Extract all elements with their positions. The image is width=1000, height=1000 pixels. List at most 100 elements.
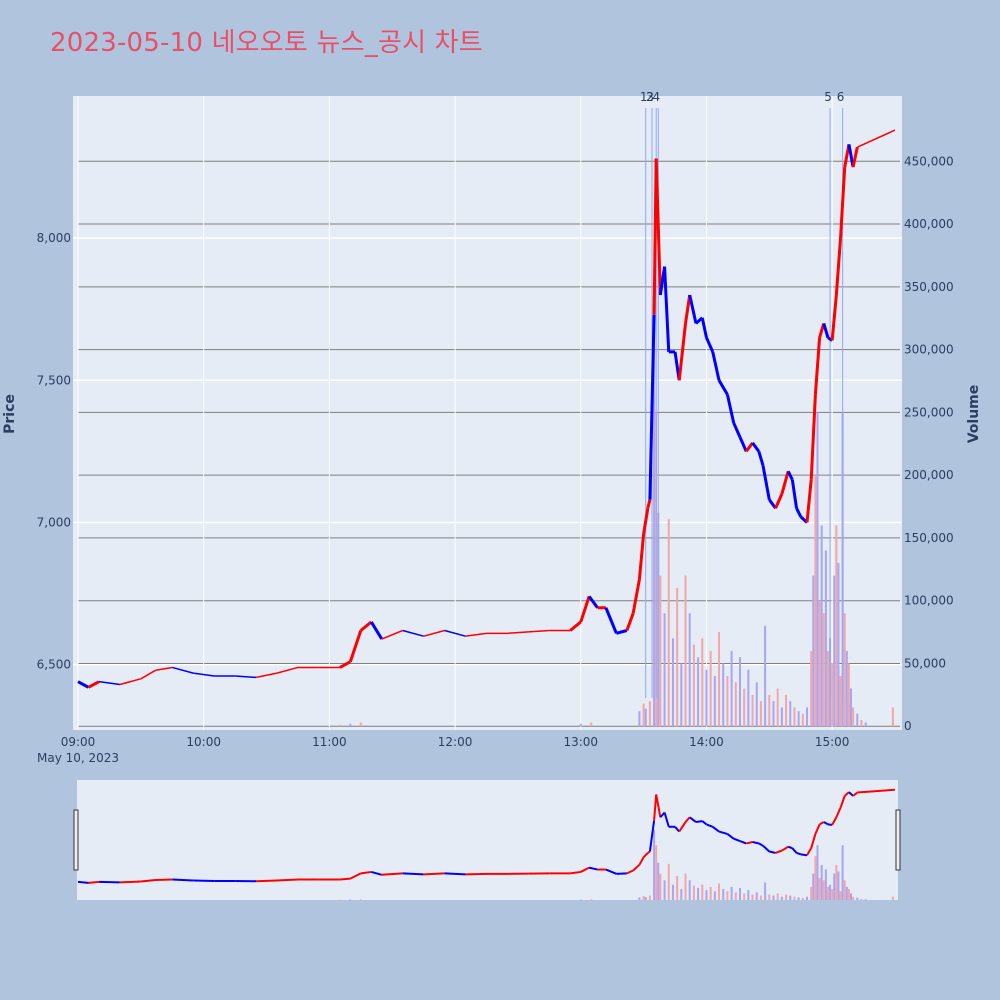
volume-bar [676,588,679,727]
range-slider-right-handle[interactable] [895,809,901,871]
slider-volume-bar [709,886,712,900]
slider-price-segment [769,850,776,854]
range-slider-left-handle[interactable] [73,809,79,871]
range-slider-preview [77,788,896,901]
price-candle-segment [839,166,847,239]
slider-price-segment [642,852,649,858]
slider-volume-bar [701,884,704,900]
volume-tick-label: 50,000 [904,656,946,670]
volume-bar [642,703,645,727]
price-candle-segment [768,498,777,510]
slider-volume-bar [856,897,859,900]
price-candle-segment [646,499,652,509]
volume-bar [797,711,800,727]
slider-price-segment [823,821,829,826]
main-plot-background [73,96,902,730]
slider-volume-bar [837,871,840,900]
slider-price-segment [444,872,466,876]
slider-price-segment [140,879,156,883]
slider-price-segment [739,840,747,845]
price-candle-segment [587,595,599,609]
slider-price-segment [701,820,708,826]
volume-tick-label: 150,000 [904,531,954,545]
time-tick-label: 14:00 [689,735,724,749]
slider-price-segment [638,856,645,866]
slider-volume-bar [705,890,708,900]
volume-tick-label: 350,000 [904,280,954,294]
slider-volume-bar [759,895,762,900]
slider-price-segment [706,823,714,828]
price-candle-segment [98,680,120,686]
slider-price-segment [852,791,858,797]
price-candle-segment [654,158,662,296]
slider-volume-bar [814,856,817,900]
volume-bar [801,713,804,727]
volume-bar [812,575,815,727]
date-label: May 10, 2023 [37,751,119,765]
slider-price-segment [800,853,808,857]
slider-price-segment [787,845,793,850]
price-candle-segment [235,675,257,679]
slider-volume-bar [824,869,827,900]
volume-bar [833,575,836,727]
main-grid [73,96,902,730]
slider-volume-bar [718,883,721,900]
slider-price-segment [684,816,691,823]
slider-price-segment [806,847,813,856]
price-candle-segment [528,629,550,633]
slider-volume-bar [743,893,746,900]
slider-price-segment [88,880,100,884]
slider-price-segment [718,830,728,835]
event-label: 5 [824,90,832,104]
slider-volume-bar [648,895,651,900]
slider-volume-bar [801,897,804,900]
volume-tick-label: 200,000 [904,468,954,482]
slider-price-segment [360,870,372,875]
price-candle-segment [809,394,817,480]
price-candle-segment [790,479,799,509]
event-label: 1 [640,90,648,104]
slider-volume-bar [638,897,641,900]
slider-volume-bar [653,829,656,900]
volume-bar [667,519,670,727]
price-candle-segment [579,595,591,623]
slider-price-segment [689,816,697,823]
range-slider-background[interactable] [77,780,898,900]
volume-bar [835,525,838,727]
time-axis: 09:00 10:00 11:00 12:00 13:00 14:00 15:00 [61,735,850,749]
volume-bar [864,722,867,727]
slider-volume-bar [590,899,593,901]
volume-bar [820,525,823,727]
volume-bar [579,723,582,727]
price-candle-segment [700,317,708,338]
price-candle-segment [648,314,656,500]
slider-volume-bar [833,873,836,900]
volume-bar [776,688,779,727]
slider-volume-bar [684,873,687,900]
price-candle-segment [348,630,363,663]
event-label: 4 [652,90,660,104]
slider-price-segment [423,872,445,876]
price-candle-segment [786,470,794,481]
volume-bar [751,694,754,727]
volume-bar [856,713,859,727]
slider-volume-bar [864,899,867,901]
volume-bar [768,694,771,727]
price-candle-segment [77,680,90,689]
price-candle-segment [738,436,748,452]
price-candle-segment [805,479,813,523]
slider-price-segment [653,794,658,821]
volume-bar [850,688,853,727]
event-label: 2 [646,90,654,104]
slider-price-segment [839,795,846,809]
volume-bar [590,722,593,727]
volume-bar [726,676,729,727]
slider-volume-bar [806,896,809,900]
volume-tick-label: 450,000 [904,154,954,168]
slider-price-segment [674,826,680,833]
price-candle-segment [604,607,618,634]
slider-price-segment [796,851,802,856]
slider-price-segment [848,791,854,797]
volume-tick-label: 100,000 [904,594,954,608]
